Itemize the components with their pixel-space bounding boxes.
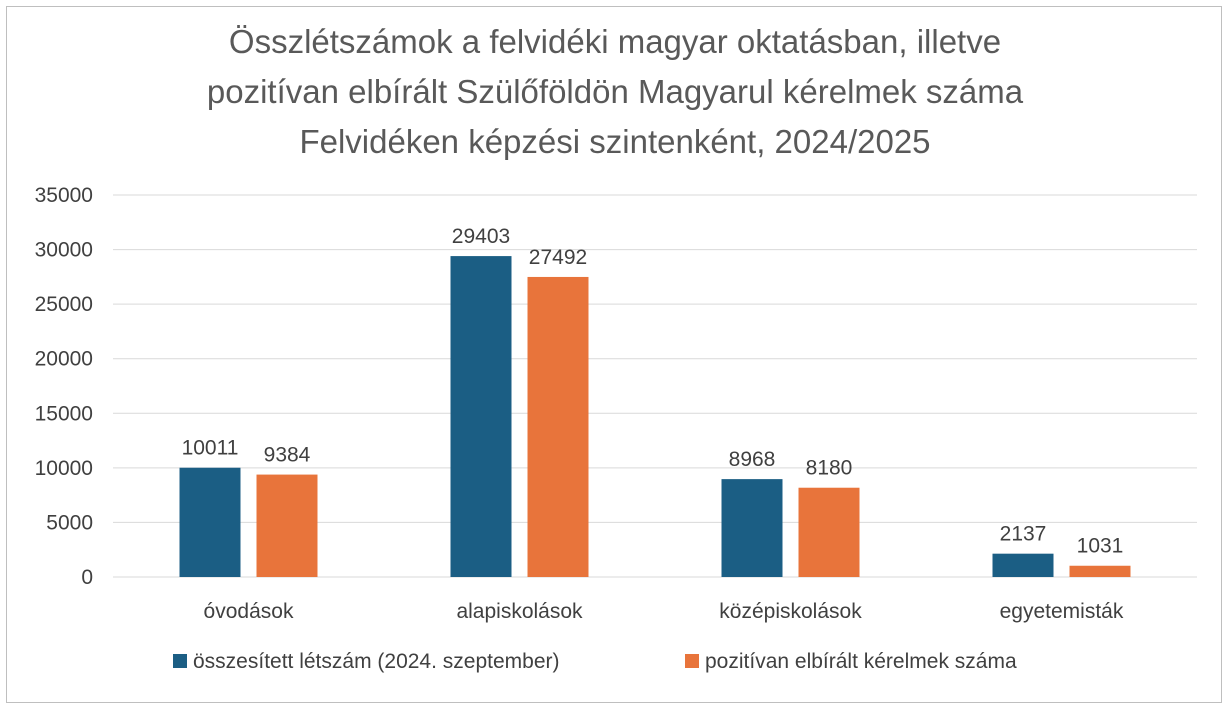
bar-total: [450, 256, 512, 577]
data-label: 9384: [264, 444, 311, 467]
data-label: 2137: [1000, 523, 1047, 546]
chart-canvas: Összlétszámok a felvidéki magyar oktatás…: [35, 23, 1197, 673]
data-label: 1031: [1077, 535, 1124, 558]
data-label: 29403: [452, 225, 510, 248]
data-labels: 10011 9384 29403 27492 8968 8180 2137 1031: [182, 225, 1124, 558]
legend-item: összesített létszám (2024. szeptember): [173, 650, 560, 673]
legend-label: pozitívan elbírált kérelmek száma: [705, 650, 1017, 673]
bar-total: [179, 467, 241, 577]
bar-approved: [1069, 565, 1131, 577]
category-label: óvodások: [204, 600, 294, 623]
y-tick-label: 5000: [46, 511, 93, 534]
category-label: egyetemisták: [1000, 600, 1124, 623]
chart-title-line-1: Összlétszámok a felvidéki magyar oktatás…: [229, 23, 1001, 60]
y-axis-tick-labels: 0 5000 10000 15000 20000 25000 30000 35000: [35, 184, 93, 589]
y-tick-label: 0: [81, 566, 93, 589]
legend-item: pozitívan elbírált kérelmek száma: [685, 650, 1017, 673]
bars: [179, 256, 1131, 577]
legend-label: összesített létszám (2024. szeptember): [193, 650, 560, 673]
legend: összesített létszám (2024. szeptember) po…: [173, 650, 1017, 673]
legend-swatch: [173, 654, 187, 668]
legend-swatch: [685, 654, 699, 668]
y-tick-label: 20000: [35, 348, 93, 371]
y-tick-label: 30000: [35, 239, 93, 262]
data-label: 10011: [182, 437, 239, 460]
data-label: 27492: [529, 246, 587, 269]
y-tick-label: 15000: [35, 402, 93, 425]
chart-frame: Összlétszámok a felvidéki magyar oktatás…: [6, 6, 1222, 703]
bar-total: [721, 479, 783, 577]
bar-approved: [256, 474, 318, 577]
chart-title: Összlétszámok a felvidéki magyar oktatás…: [207, 23, 1024, 160]
y-tick-label: 25000: [35, 293, 93, 316]
bar-approved: [527, 276, 589, 577]
chart-title-line-2: pozitívan elbírált Szülőföldön Magyarul …: [207, 73, 1024, 110]
data-label: 8180: [806, 457, 853, 480]
data-label: 8968: [729, 448, 776, 471]
bar-approved: [798, 487, 860, 577]
x-axis-category-labels: óvodások alapiskolások középiskolások egyet…: [204, 600, 1124, 623]
category-label: középiskolások: [719, 600, 862, 623]
chart-title-line-3: Felvidéken képzési szintenként, 2024/202…: [299, 123, 930, 160]
y-tick-label: 35000: [35, 184, 93, 207]
category-label: alapiskolások: [456, 600, 583, 623]
y-tick-label: 10000: [35, 457, 93, 480]
bar-total: [992, 553, 1054, 577]
